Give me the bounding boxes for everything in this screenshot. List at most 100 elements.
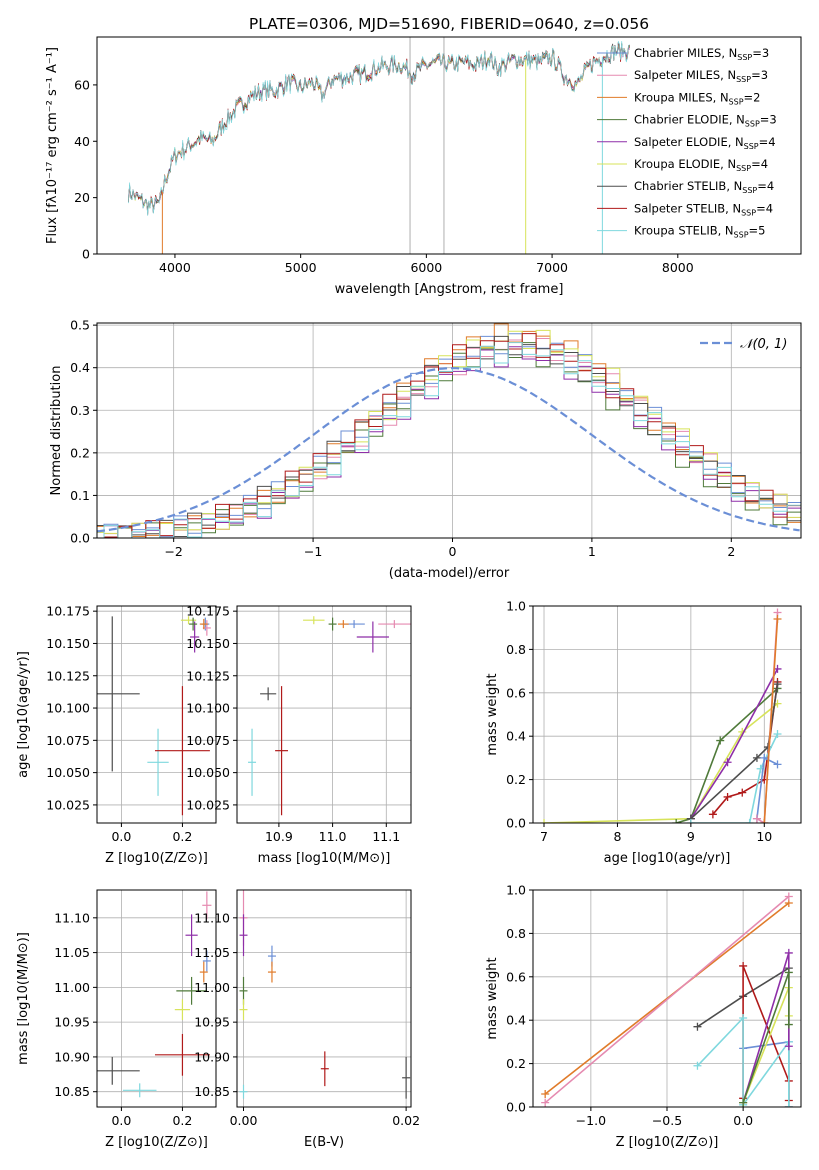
errorbar-point <box>97 616 140 772</box>
gaussian-curve <box>97 367 800 533</box>
series-line <box>544 902 790 1095</box>
series-marker <box>739 1014 748 1023</box>
legend-entry: Salpeter STELIB, NSSP=4 <box>634 201 773 217</box>
y-tick-label: 10.85 <box>54 1084 90 1099</box>
y-tick-label: 10.100 <box>46 701 90 716</box>
x-tick-label: 4000 <box>159 260 191 275</box>
y-tick-label: 40 <box>74 134 90 149</box>
axes-frame <box>96 889 217 1108</box>
series-marker <box>716 736 725 745</box>
x-tick-label: 6000 <box>410 260 442 275</box>
y-tick-label: 0.2 <box>70 445 90 460</box>
plot-area-mass-weight-vs-z <box>541 892 793 1107</box>
y-tick-label: 0.8 <box>506 926 526 941</box>
x-tick-label: 0.0 <box>111 829 131 844</box>
legend-entry: Chabrier ELODIE, NSSP=3 <box>634 113 777 129</box>
x-axis-label: wavelength [Angstrom, rest frame] <box>335 282 564 297</box>
x-axis-label: (data-model)/error <box>389 566 510 581</box>
series-marker <box>693 1061 702 1070</box>
panel-mass-vs-ebv: 0.00 0.02 10.85 10.90 10.95 11.00 11.05 11.10 E(… <box>194 889 420 1150</box>
series-marker <box>708 810 717 819</box>
axes-frame <box>236 605 412 824</box>
series-marker <box>784 968 793 977</box>
x-tick-label: −1 <box>304 544 322 559</box>
series-marker <box>773 730 782 739</box>
y-tick-label: 10.175 <box>46 604 90 619</box>
panel-residuals: −2 −1 0 1 2 0.0 0.1 0.2 0.3 0.4 0.5 (data-model)/er… <box>49 318 802 581</box>
y-tick-label: 20 <box>74 190 90 205</box>
x-tick-label: 2 <box>727 544 735 559</box>
plot-area-residuals <box>97 323 801 538</box>
x-tick-label: 10.9 <box>265 829 293 844</box>
y-tick-label: 10.150 <box>186 636 230 651</box>
errorbar-point <box>185 914 198 957</box>
errorbar-point <box>320 1051 329 1087</box>
y-tick-label: 0.6 <box>506 969 526 984</box>
errorbar-point <box>303 616 325 625</box>
series-line <box>763 618 779 823</box>
errorbar-point <box>267 961 276 983</box>
y-tick-label: 10.025 <box>186 797 230 812</box>
y-tick-label: 0.8 <box>506 642 526 657</box>
plot-area-spectrum <box>128 37 631 254</box>
y-tick-label: 0.6 <box>506 685 526 700</box>
errorbar-point <box>248 728 257 796</box>
legend-entry: Kroupa STELIB, NSSP=5 <box>634 224 765 240</box>
y-tick-label: 11.00 <box>54 980 90 995</box>
errorbar-point <box>260 687 277 701</box>
y-axis-label: Flux [fλ10⁻¹⁷ erg cm⁻² s⁻¹ A⁻¹] <box>45 47 60 244</box>
series-marker <box>784 1042 793 1051</box>
x-tick-label: 0 <box>449 544 457 559</box>
legend-entry: Kroupa ELODIE, NSSP=4 <box>634 157 768 173</box>
y-tick-label: 60 <box>74 77 90 92</box>
y-axis-label: mass weight <box>485 673 500 755</box>
panel-mass-weight-vs-age: 7 8 9 10 0.0 0.2 0.4 0.6 0.8 1.0 age [log10(age/yr… <box>485 599 802 866</box>
plot-area-mass-vs-ebv <box>239 890 411 1099</box>
errorbar-point <box>189 617 198 631</box>
y-axis-label: mass weight <box>485 957 500 1039</box>
axes-frame <box>96 322 802 539</box>
series-marker <box>540 819 549 823</box>
x-axis-label: E(B-V) <box>304 1135 344 1150</box>
y-tick-label: 11.00 <box>194 980 230 995</box>
y-tick-label: 0.0 <box>70 531 90 546</box>
series-marker <box>745 819 754 823</box>
series-marker <box>752 814 761 823</box>
y-tick-label: 11.10 <box>194 910 230 925</box>
y-axis-label: Normed distribution <box>49 366 64 496</box>
errorbar-point <box>337 620 349 629</box>
y-tick-label: 1.0 <box>506 883 526 898</box>
errorbar-point <box>176 976 207 1005</box>
series-marker <box>760 753 769 762</box>
y-tick-label: 10.95 <box>194 1015 230 1030</box>
x-tick-label: 11.1 <box>372 829 400 844</box>
legend-entry: 𝒩(0, 1) <box>740 337 787 352</box>
y-tick-label: 0.0 <box>506 816 526 831</box>
y-tick-label: 0 <box>82 247 90 262</box>
y-tick-label: 11.10 <box>54 910 90 925</box>
x-tick-label: 7000 <box>536 260 568 275</box>
series-marker <box>693 1022 702 1031</box>
series-marker <box>773 760 782 769</box>
series-line <box>543 702 779 823</box>
x-tick-label: 10 <box>756 829 772 844</box>
series-line <box>696 1016 790 1107</box>
axes-frame <box>96 36 802 255</box>
axes-frame <box>236 889 412 1108</box>
y-tick-label: 0.5 <box>70 318 90 333</box>
panel-age-vs-mass: 10.9 11.0 11.1 10.025 10.050 10.075 10.100 10.1… <box>186 604 412 866</box>
errorbar-point <box>97 1056 140 1085</box>
plot-area-mass-weight-vs-age <box>540 608 782 823</box>
errorbar-point <box>199 961 208 983</box>
y-tick-label: 10.050 <box>46 765 90 780</box>
y-axis-label: mass [log10(M/M⊙)] <box>16 932 31 1065</box>
spectrum-line <box>128 41 630 216</box>
errorbar-point <box>275 686 289 816</box>
histogram-kroupa-stelib <box>97 342 801 538</box>
y-tick-label: 10.025 <box>46 797 90 812</box>
y-tick-label: 0.2 <box>506 772 526 787</box>
panel-mass-weight-vs-z: −1.0 −0.5 0.0 0.0 0.2 0.4 0.6 0.8 1.0 Z [log10(Z/… <box>485 883 802 1150</box>
x-tick-label: 1 <box>588 544 596 559</box>
y-tick-label: 10.90 <box>194 1049 230 1064</box>
y-tick-label: 10.050 <box>186 765 230 780</box>
